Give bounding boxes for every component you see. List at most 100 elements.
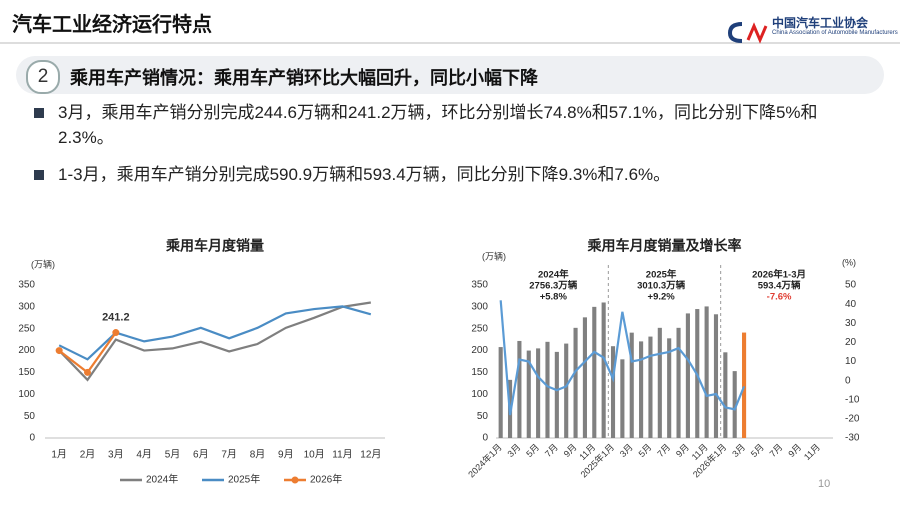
data-label: 241.2 [102, 311, 130, 323]
x-tick-label: 10月 [304, 449, 325, 461]
bar [639, 341, 644, 438]
x-tick-label: 5月 [749, 442, 766, 459]
x-tick-label: 1月 [51, 449, 67, 461]
y-tick-label: 100 [18, 389, 35, 400]
bar [573, 327, 578, 438]
axis-unit: (万辆) [482, 250, 506, 261]
y-tick-label: 40 [845, 299, 857, 310]
y-tick-label: 250 [471, 323, 488, 334]
x-tick-label: 9月 [278, 449, 294, 461]
bar [676, 327, 681, 438]
series-line [58, 305, 372, 361]
x-tick-label: 11月 [332, 449, 352, 461]
bar [517, 340, 522, 438]
annotation: 3010.3万辆 [637, 280, 686, 292]
line-marker [84, 368, 91, 376]
x-tick-label: 2024年1月 [466, 441, 504, 479]
bar [526, 350, 531, 438]
x-tick-label: 4月 [136, 449, 152, 461]
section-band [16, 56, 884, 94]
bar [667, 338, 672, 438]
bar [723, 352, 728, 438]
x-tick-label: 3月 [730, 442, 747, 459]
page-number: 10 [818, 478, 831, 490]
annotation: 2026年1-3月 [752, 269, 806, 281]
x-tick-label: 11月 [802, 442, 822, 462]
bar [536, 348, 541, 438]
annotation: 2756.3万辆 [529, 280, 578, 292]
bar [732, 371, 737, 438]
y-tick-label: 250 [18, 323, 35, 334]
x-tick-label: 9月 [786, 442, 803, 459]
bar [713, 314, 719, 438]
y-tick-label: 150 [471, 367, 488, 378]
y-tick-label: 50 [477, 411, 489, 422]
x-tick-label: 12月 [360, 449, 381, 461]
section-number: 2 [26, 60, 60, 94]
y-tick-label: 300 [471, 301, 488, 312]
annotation: +9.2% [648, 292, 676, 303]
bar [685, 313, 690, 438]
bullet-text: 3月，乘用车产销分别完成244.6万辆和241.2万辆，环比分别增长74.8%和… [58, 103, 818, 147]
y-tick-label: -10 [845, 394, 860, 405]
annotation: -7.6% [767, 292, 792, 303]
chart-title: 乘用车月度销量 [165, 238, 264, 254]
y-tick-label: 350 [471, 280, 488, 291]
bar [657, 327, 662, 438]
growth-line [499, 300, 746, 416]
bar [648, 336, 653, 438]
y-tick-label: 150 [18, 367, 35, 378]
axis-unit: (万辆) [31, 258, 55, 269]
page-title: 汽车工业经济运行特点 [12, 14, 212, 36]
bullet-icon [34, 108, 44, 118]
bullet-icon [34, 170, 44, 180]
bar [601, 302, 606, 438]
x-tick-label: 3月 [618, 442, 635, 459]
y-tick-label: -30 [845, 433, 860, 444]
y-tick-label: 100 [471, 389, 488, 400]
x-tick-label: 7月 [221, 449, 237, 461]
bar [620, 359, 625, 438]
y-tick-label: 50 [24, 411, 36, 422]
y-tick-label: 50 [845, 280, 857, 291]
bar [704, 306, 709, 438]
legend-marker [291, 476, 299, 484]
bar [629, 332, 634, 438]
x-tick-label: 5月 [165, 449, 181, 461]
annotation: 593.4万辆 [758, 280, 801, 292]
y-tick-label: -20 [845, 414, 860, 425]
y-tick-label: 0 [482, 433, 488, 444]
bar [610, 346, 616, 438]
bar [742, 332, 747, 438]
logo-text: 中国汽车工业协会 [772, 16, 869, 30]
logo-subtext: China Association of Automobile Manufact… [772, 30, 898, 36]
x-tick-label: 8月 [250, 449, 266, 461]
bar [545, 341, 550, 438]
annotation: 2025年 [646, 269, 677, 281]
x-tick-label: 9月 [674, 442, 691, 459]
bar [498, 347, 503, 438]
y-tick-label: 0 [29, 433, 35, 444]
x-tick-label: 3月 [506, 442, 523, 459]
legend-label: 2025年 [228, 473, 260, 486]
y-tick-label: 20 [845, 337, 857, 348]
bar [582, 317, 587, 438]
axis-unit: (%) [842, 257, 856, 267]
line-marker [55, 347, 63, 355]
x-tick-label: 7月 [543, 442, 560, 459]
y-tick-label: 10 [845, 356, 857, 367]
bullet-text: 1-3月，乘用车产销分别完成590.9万辆和593.4万辆，同比分别下降9.3%… [58, 165, 671, 184]
section-heading: 乘用车产销情况：乘用车产销环比大幅回升，同比小幅下降 [70, 68, 538, 88]
chart-title: 乘用车月度销量及增长率 [587, 238, 742, 254]
x-tick-label: 2月 [80, 449, 96, 461]
x-tick-label: 7月 [655, 442, 672, 459]
y-tick-label: 350 [18, 280, 35, 291]
bar [564, 343, 569, 438]
y-tick-label: 0 [845, 375, 851, 386]
x-tick-label: 7月 [768, 442, 785, 459]
x-tick-label: 6月 [193, 449, 209, 461]
y-tick-label: 300 [18, 301, 35, 312]
legend-label: 2026年 [310, 473, 342, 486]
